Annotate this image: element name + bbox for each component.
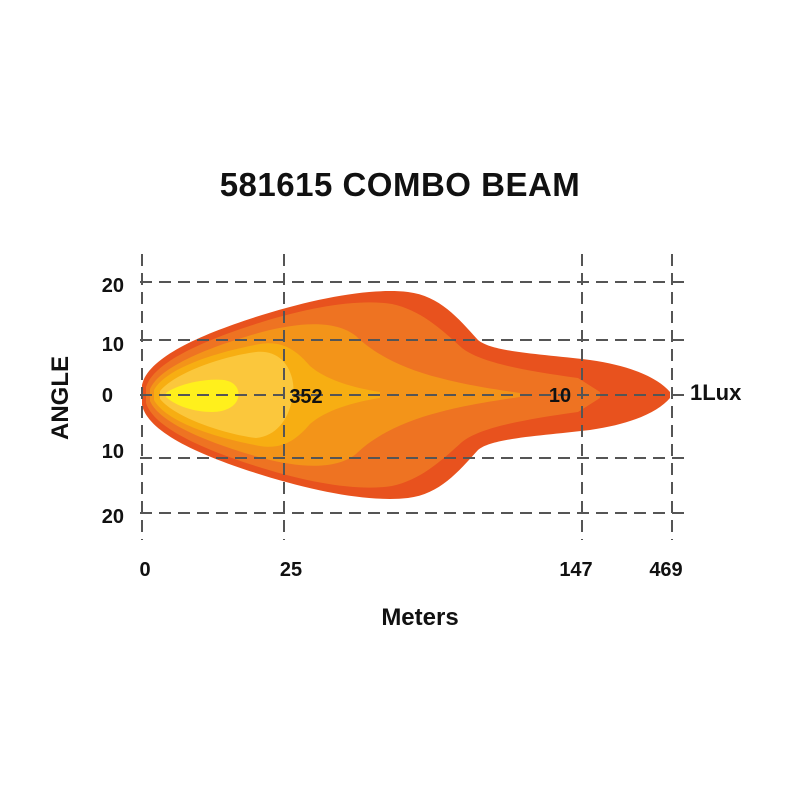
y-tick-label: 10 [102, 441, 124, 463]
y-tick-label: 0 [102, 385, 113, 407]
y-tick-label: 10 [102, 334, 124, 356]
chart-title: 581615 COMBO BEAM [219, 166, 581, 203]
x-tick-label: 0 [139, 559, 150, 581]
lux-value-label: 1Lux [690, 380, 742, 405]
y-axis-title: ANGLE [47, 356, 74, 440]
lux-value-label: 10 [549, 385, 571, 407]
x-tick-label: 25 [280, 559, 302, 581]
x-tick-label: 469 [649, 559, 682, 581]
lux-value-label: 352 [289, 386, 322, 408]
grid-lines [140, 254, 690, 540]
y-tick-label: 20 [102, 275, 124, 297]
x-axis-title: Meters [381, 604, 458, 631]
y-tick-label: 20 [102, 506, 124, 528]
x-tick-label: 147 [559, 559, 592, 581]
